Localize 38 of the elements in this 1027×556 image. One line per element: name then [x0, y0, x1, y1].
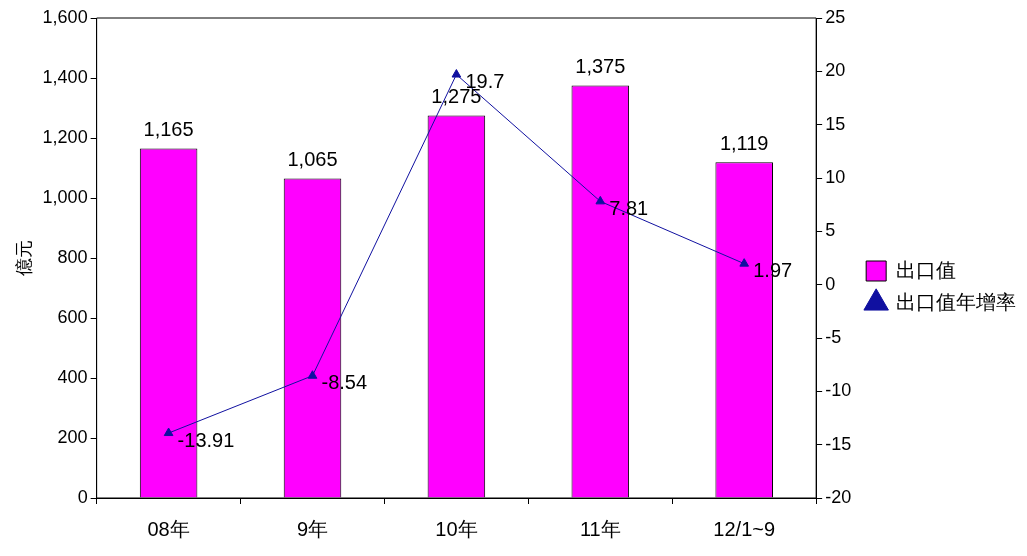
data-label: 1,375 — [575, 55, 626, 78]
x-tick-label: 12/1~9 — [713, 517, 776, 540]
y-tick-label: 600 — [57, 306, 88, 327]
x-tick-label: 9年 — [296, 517, 329, 540]
y-tick-label: 200 — [57, 426, 88, 447]
legend-label: 出口值 — [896, 258, 957, 281]
point — [307, 370, 318, 379]
point — [595, 195, 606, 205]
x-tick-label: 10年 — [435, 517, 478, 540]
data-label: 1,165 — [143, 118, 194, 141]
point — [739, 258, 750, 267]
point — [163, 427, 174, 437]
y2-tick-label: 0 — [825, 273, 836, 294]
data-label: 1,065 — [287, 148, 338, 171]
y-tick-label: 1,400 — [42, 66, 88, 87]
y2-tick-label: -10 — [825, 380, 852, 401]
y-tick-label: 800 — [57, 246, 88, 267]
y-tick-label: 1,000 — [42, 186, 88, 207]
y-tick-label: 0 — [77, 486, 88, 507]
data-label: 1.97 — [753, 259, 793, 282]
x-tick-label: 11年 — [579, 517, 621, 540]
point — [451, 69, 462, 78]
data-label: 7.81 — [609, 196, 649, 219]
y2-tick-label: 15 — [825, 113, 846, 134]
data-label: 1,119 — [719, 131, 769, 154]
y-tick-label: 1,200 — [42, 126, 88, 147]
y2-tick-label: 10 — [825, 166, 846, 187]
legend-label: 出口值年增率 — [896, 290, 1017, 313]
y-axis-title: 億元 — [13, 240, 34, 276]
y2-tick-label: -5 — [825, 326, 842, 347]
y2-tick-label: -15 — [825, 433, 852, 454]
y2-tick-label: 5 — [825, 220, 836, 241]
y2-tick-label: -20 — [825, 486, 852, 507]
x-tick-label: 08年 — [147, 517, 190, 540]
y2-tick-label: 25 — [825, 6, 846, 27]
y-tick-label: 1,600 — [42, 6, 88, 27]
y-tick-label: 400 — [57, 366, 88, 387]
y2-tick-label: 20 — [825, 60, 846, 81]
